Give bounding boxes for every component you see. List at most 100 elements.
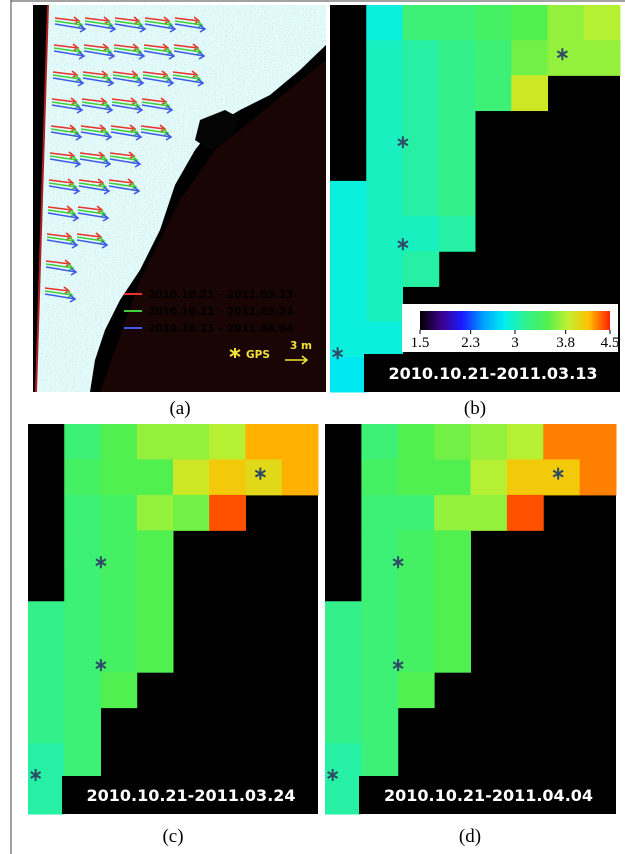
heatmap-cell [580,459,617,495]
heatmap-cell [398,601,435,637]
heatmap-cell [366,146,403,182]
colorbar-tick-label: 2.3 [461,335,480,351]
heatmap-cell [471,424,508,460]
heatmap-cell [439,40,476,76]
heatmap-cell [366,40,403,76]
heatmap-cell [434,495,471,531]
heatmap-cell [101,459,138,495]
heatmap-cell [101,672,138,708]
heatmap-cell [101,530,138,566]
colorbar-tick-label: 3.8 [556,335,575,351]
heatmap-cell [434,459,471,495]
heatmap-cell [434,601,471,637]
heatmap-cell [507,459,544,495]
heatmap-cell [439,5,476,41]
heatmap-cell [366,251,403,287]
heatmap-cell [471,459,508,495]
heatmap-cell [64,530,101,566]
heatmap-cell [511,75,548,111]
heatmap-cell [137,637,174,673]
panel-a: 2010.10.21 – 2011.03.13 2010.10.21 – 201… [33,5,326,392]
heatmap-cell [330,216,367,252]
heatmap-cell [173,459,210,495]
date-label: 2010.10.21-2011.03.24 [86,786,295,805]
scale-label: 3 m [290,340,312,352]
heatmap-cell [361,459,398,495]
heatmap-cell [361,708,398,744]
heatmap-panel: 2010.10.21-2011.03.24 [28,424,319,815]
heatmap-cell [366,111,403,147]
legend-label: 2010.10.21 – 2011.03.13 [148,289,293,301]
heatmap-cell [507,424,544,460]
heatmap-cell [548,5,585,41]
heatmap-cell [398,459,435,495]
heatmap-cell [173,495,210,531]
heatmap-cell [366,322,403,358]
legend-label: 2010.10.21 – 2011.04.04 [148,323,293,335]
heatmap-cell [28,779,65,815]
heatmap-cell [398,424,435,460]
heatmap-cell [325,708,362,744]
colorbar-tick-label: 3 [511,335,519,351]
heatmap-cell [361,530,398,566]
heatmap-cell [209,424,246,460]
caption: (d) [459,826,481,847]
heatmap-cell [511,40,548,76]
heatmap-cell [330,251,367,287]
heatmap-cell [361,601,398,637]
heatmap-cell [366,5,403,41]
legend-label: 2010.10.21 – 2011.03.24 [148,306,293,318]
heatmap-cell [398,495,435,531]
heatmap-cell [434,424,471,460]
heatmap-cell [403,75,440,111]
heatmap-cell [398,672,435,708]
heatmap-cell [282,424,319,460]
heatmap-cell [434,637,471,673]
heatmap-cell [101,495,138,531]
heatmap-cell [137,530,174,566]
heatmap-cell [325,637,362,673]
heatmap-cell [28,708,65,744]
caption: (c) [162,826,183,847]
heatmap-cell [366,75,403,111]
heatmap-cell [64,566,101,602]
date-label: 2010.10.21-2011.03.13 [388,364,597,383]
heatmap-cell [403,5,440,41]
heatmap-cell [543,424,580,460]
heatmap-cell [403,146,440,182]
heatmap-cell [330,286,367,322]
heatmap-cell [246,459,283,495]
heatmap-cell [137,459,174,495]
heatmap-cell [439,75,476,111]
heatmap-cell [439,216,476,252]
heatmap-cell [64,495,101,531]
heatmap-cell [64,601,101,637]
heatmap-cell [580,424,617,460]
heatmap-cell [361,566,398,602]
heatmap-cell [137,601,174,637]
heatmap-cell [101,566,138,602]
date-label: 2010.10.21-2011.04.04 [384,786,593,805]
heatmap-cell [439,146,476,182]
heatmap-cell [475,40,512,76]
heatmap-cell [330,357,367,393]
heatmap-cell [325,601,362,637]
heatmap-cell [475,5,512,41]
heatmap-panel: 2010.10.21-2011.04.04 [325,424,617,815]
heatmap-cell [325,672,362,708]
gps-label: GPS [246,349,270,361]
caption: (b) [464,398,486,419]
heatmap-cell [403,181,440,217]
heatmap-cell [434,566,471,602]
heatmap-cell [403,111,440,147]
heatmap-cell [511,5,548,41]
heatmap-cell [403,40,440,76]
heatmap-cell [475,75,512,111]
colorbar-tick-label: 4.5 [601,335,620,351]
heatmap-cell [403,251,440,287]
heatmap-cell [366,286,403,322]
heatmap-cell [325,779,362,815]
heatmap-cell [28,637,65,673]
heatmap-cell [209,495,246,531]
